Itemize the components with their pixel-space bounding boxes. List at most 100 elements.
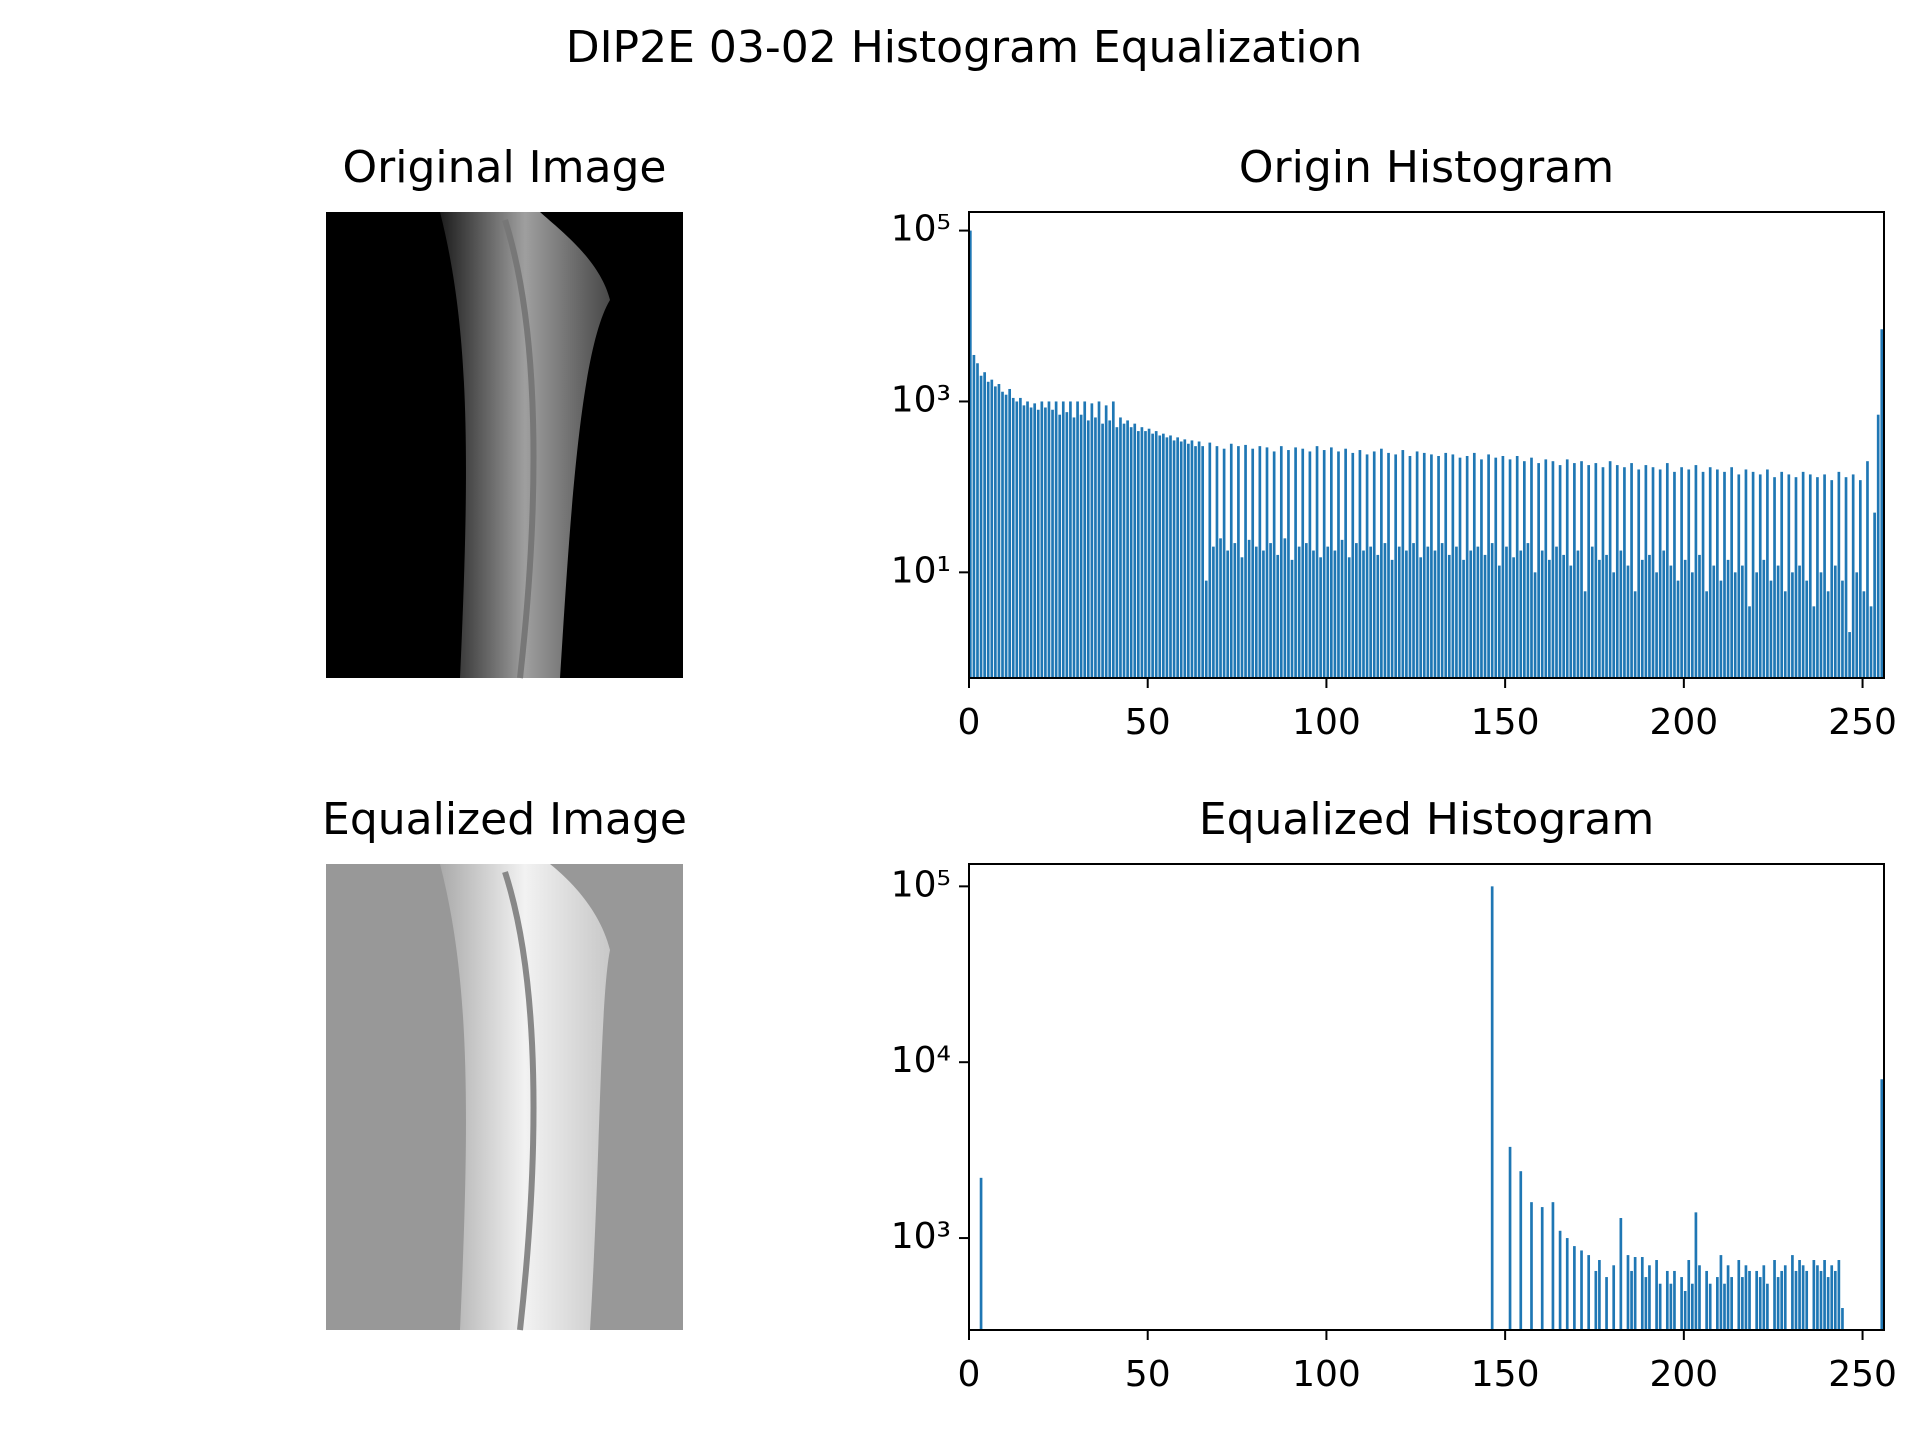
bar bbox=[1047, 401, 1051, 678]
bar bbox=[1140, 427, 1144, 678]
bar bbox=[1626, 1255, 1630, 1330]
bar bbox=[986, 381, 990, 678]
bar bbox=[1269, 543, 1272, 678]
bar bbox=[1258, 446, 1262, 678]
bar bbox=[1458, 457, 1462, 678]
bar bbox=[1283, 538, 1287, 678]
bar bbox=[1669, 565, 1673, 678]
bar bbox=[1848, 632, 1851, 678]
bar bbox=[1387, 452, 1390, 678]
bar bbox=[1290, 559, 1294, 678]
subplot-title: Origin Histogram bbox=[1239, 142, 1614, 193]
bar bbox=[1297, 546, 1301, 678]
bar bbox=[1791, 572, 1794, 678]
bar bbox=[1444, 452, 1448, 678]
bar bbox=[1662, 550, 1666, 678]
bar bbox=[1830, 480, 1834, 678]
bar bbox=[1798, 565, 1801, 678]
bar bbox=[1362, 550, 1365, 678]
bar bbox=[1129, 427, 1133, 678]
bar bbox=[1279, 446, 1283, 678]
bar bbox=[1497, 565, 1501, 678]
bar bbox=[1548, 559, 1551, 678]
subplot-title: Equalized Image bbox=[322, 794, 687, 845]
bar bbox=[1101, 423, 1104, 678]
bar bbox=[1523, 461, 1526, 678]
bar bbox=[1862, 591, 1866, 678]
bar bbox=[1658, 469, 1662, 678]
bar bbox=[1690, 1283, 1694, 1330]
bar bbox=[1744, 469, 1748, 678]
bar bbox=[1705, 591, 1708, 678]
bar bbox=[1744, 1265, 1748, 1330]
bar bbox=[1079, 414, 1083, 678]
bar bbox=[1680, 467, 1683, 678]
bar bbox=[1558, 465, 1562, 678]
bar bbox=[1026, 401, 1029, 678]
bar bbox=[1565, 459, 1569, 678]
bar bbox=[1519, 550, 1523, 678]
y-tick-label: 10³ bbox=[891, 1216, 951, 1257]
bar bbox=[1569, 565, 1573, 678]
bar bbox=[1658, 1283, 1662, 1330]
bar bbox=[1819, 572, 1823, 678]
bar bbox=[1719, 1255, 1723, 1330]
bar bbox=[1855, 572, 1859, 678]
bar bbox=[1758, 474, 1762, 678]
bar bbox=[1072, 417, 1076, 678]
bar bbox=[1580, 461, 1583, 678]
bar bbox=[1308, 451, 1312, 678]
bar bbox=[1580, 1250, 1583, 1330]
bar bbox=[1808, 474, 1812, 678]
bar bbox=[1208, 442, 1212, 678]
bar bbox=[1147, 428, 1151, 678]
bar bbox=[1823, 1260, 1826, 1330]
bar bbox=[1716, 1277, 1719, 1330]
bar bbox=[1837, 471, 1841, 678]
bar bbox=[1337, 451, 1340, 678]
bar bbox=[1369, 546, 1372, 678]
bar bbox=[1833, 565, 1837, 678]
bar bbox=[1019, 397, 1022, 678]
bar bbox=[983, 372, 986, 678]
bar bbox=[1476, 546, 1480, 678]
bar bbox=[1447, 554, 1451, 678]
bar bbox=[1176, 437, 1179, 678]
axes-frame bbox=[968, 863, 1885, 1331]
bar bbox=[1601, 467, 1605, 678]
bar bbox=[1358, 450, 1362, 678]
bar bbox=[1008, 388, 1011, 678]
bar bbox=[1405, 550, 1408, 678]
axes-frame bbox=[968, 211, 1885, 679]
bar bbox=[1798, 1260, 1801, 1330]
bar bbox=[1215, 446, 1219, 678]
bar bbox=[1533, 572, 1537, 678]
bar bbox=[1866, 461, 1869, 678]
bar bbox=[1051, 409, 1054, 678]
bar bbox=[1162, 433, 1165, 678]
bar bbox=[1537, 463, 1540, 678]
bar bbox=[1083, 401, 1087, 678]
bar bbox=[1229, 443, 1233, 678]
bar bbox=[1612, 572, 1616, 678]
bar bbox=[1719, 580, 1723, 678]
bar bbox=[1219, 538, 1222, 678]
bar bbox=[1119, 417, 1122, 678]
bar bbox=[1344, 448, 1347, 678]
x-tick-label: 50 bbox=[1125, 1354, 1171, 1395]
bar bbox=[1244, 444, 1247, 678]
bar bbox=[1762, 1265, 1766, 1330]
bar bbox=[1380, 448, 1383, 678]
bar bbox=[1680, 1277, 1683, 1330]
bar bbox=[1776, 565, 1780, 678]
bar bbox=[1465, 455, 1469, 678]
bar bbox=[1165, 437, 1169, 678]
bar bbox=[1437, 455, 1440, 678]
bar bbox=[1086, 420, 1090, 678]
bar bbox=[1329, 447, 1333, 678]
bar bbox=[1655, 1260, 1658, 1330]
bar bbox=[1204, 580, 1208, 678]
bar bbox=[1540, 550, 1544, 678]
bar bbox=[1519, 1171, 1523, 1330]
bar bbox=[1841, 580, 1844, 678]
